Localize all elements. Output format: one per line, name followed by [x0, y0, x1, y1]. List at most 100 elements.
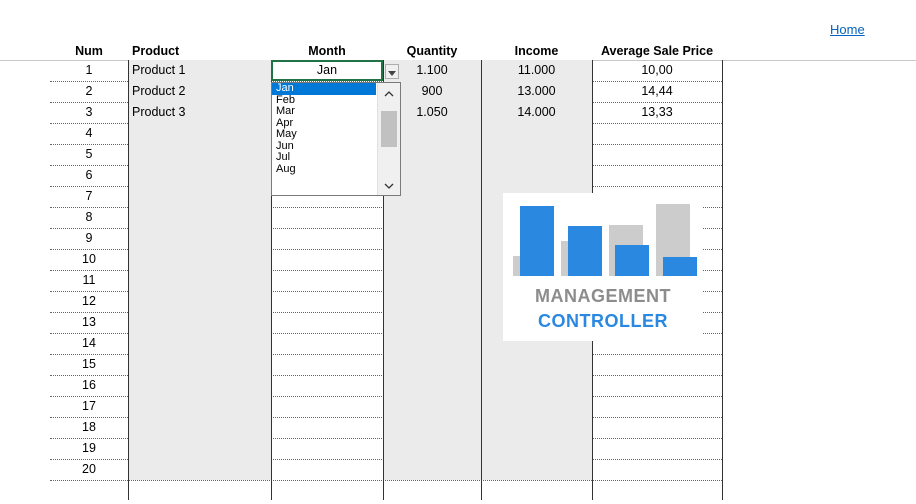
income-cell[interactable]: 14.000: [481, 102, 592, 123]
avg-price-cell: [592, 459, 722, 480]
product-cell[interactable]: [128, 312, 271, 333]
product-cell[interactable]: [128, 123, 271, 144]
income-cell[interactable]: [481, 417, 592, 438]
row-num: 9: [85, 231, 93, 245]
month-cell[interactable]: [271, 417, 383, 438]
table-row: 20: [50, 459, 722, 481]
income-cell[interactable]: [481, 375, 592, 396]
quantity-cell[interactable]: [383, 207, 481, 228]
month-cell[interactable]: [271, 396, 383, 417]
product-cell[interactable]: [128, 165, 271, 186]
quantity-cell[interactable]: [383, 144, 481, 165]
month-cell[interactable]: [271, 228, 383, 249]
product-cell[interactable]: [128, 375, 271, 396]
dropdown-scrollbar[interactable]: [377, 83, 400, 195]
quantity-cell[interactable]: [383, 186, 481, 207]
row-num: 10: [82, 252, 96, 266]
scroll-down-button[interactable]: [378, 177, 400, 193]
avg-price-cell: [592, 123, 722, 144]
product-cell[interactable]: Product 3: [128, 102, 271, 123]
dropdown-option[interactable]: Jun: [276, 139, 294, 152]
product-cell[interactable]: Product 2: [128, 81, 271, 102]
management-controller-logo: MANAGEMENT CONTROLLER: [503, 193, 703, 341]
month-dropdown-button[interactable]: [385, 64, 399, 79]
row-num: 16: [82, 378, 96, 392]
income-cell[interactable]: [481, 396, 592, 417]
quantity-cell[interactable]: [383, 459, 481, 480]
product-cell[interactable]: [128, 354, 271, 375]
quantity-cell[interactable]: [383, 165, 481, 186]
product-cell[interactable]: [128, 270, 271, 291]
product-cell[interactable]: [128, 396, 271, 417]
scrollbar-thumb[interactable]: [381, 111, 397, 147]
month-cell-active[interactable]: Jan: [271, 60, 383, 81]
row-num: 5: [85, 147, 93, 161]
month-cell[interactable]: [271, 438, 383, 459]
month-cell[interactable]: [271, 333, 383, 354]
avg-price-cell: 14,44: [641, 84, 673, 98]
income-cell[interactable]: 13.000: [481, 81, 592, 102]
product-cell[interactable]: [128, 291, 271, 312]
logo-text-controller: CONTROLLER: [538, 311, 668, 331]
product-cell[interactable]: [128, 144, 271, 165]
dropdown-option[interactable]: Jul: [276, 151, 291, 163]
quantity-cell[interactable]: [383, 270, 481, 291]
month-cell[interactable]: [271, 459, 383, 480]
month-cell[interactable]: [271, 312, 383, 333]
row-num: 12: [82, 294, 96, 308]
product-cell[interactable]: [128, 333, 271, 354]
quantity-cell[interactable]: [383, 123, 481, 144]
income-cell[interactable]: [481, 354, 592, 375]
dropdown-option[interactable]: Feb: [276, 93, 295, 106]
product-cell[interactable]: [128, 186, 271, 207]
month-cell[interactable]: [271, 291, 383, 312]
income-cell[interactable]: [481, 165, 592, 186]
quantity-cell[interactable]: 900: [383, 81, 481, 102]
month-cell[interactable]: [271, 354, 383, 375]
quantity-cell[interactable]: [383, 417, 481, 438]
quantity-cell[interactable]: [383, 438, 481, 459]
quantity-cell[interactable]: [383, 354, 481, 375]
month-dropdown-list[interactable]: Jan Feb Mar Apr May Jun Jul Aug: [271, 82, 401, 196]
quantity-cell[interactable]: [383, 333, 481, 354]
quantity-cell[interactable]: [383, 249, 481, 270]
product-cell[interactable]: [128, 207, 271, 228]
product-cell[interactable]: [128, 438, 271, 459]
quantity-cell[interactable]: [383, 396, 481, 417]
header-avg-price: Average Sale Price: [600, 44, 714, 58]
row-num: 7: [85, 189, 93, 203]
scroll-up-button[interactable]: [378, 85, 400, 101]
table-row: 19: [50, 438, 722, 460]
product-cell[interactable]: Product 1: [128, 60, 271, 81]
month-cell[interactable]: [271, 249, 383, 270]
logo-bar: [520, 206, 554, 276]
month-cell[interactable]: [271, 207, 383, 228]
income-cell[interactable]: [481, 144, 592, 165]
dropdown-option[interactable]: Mar: [276, 105, 295, 117]
quantity-cell[interactable]: [383, 312, 481, 333]
product-cell[interactable]: [128, 459, 271, 480]
dropdown-option[interactable]: Jan: [272, 83, 376, 95]
dropdown-option[interactable]: Apr: [276, 116, 294, 129]
quantity-cell[interactable]: 1.100: [383, 60, 481, 81]
quantity-cell[interactable]: [383, 375, 481, 396]
dropdown-option[interactable]: May: [276, 128, 297, 140]
product-cell[interactable]: [128, 417, 271, 438]
income-cell[interactable]: [481, 459, 592, 480]
income-cell[interactable]: [481, 438, 592, 459]
home-link[interactable]: Home: [830, 22, 865, 37]
table-row: 17: [50, 396, 722, 418]
column-divider: [481, 60, 482, 500]
product-cell[interactable]: [128, 228, 271, 249]
income-cell[interactable]: [481, 123, 592, 144]
quantity-cell[interactable]: [383, 291, 481, 312]
dropdown-option[interactable]: Aug: [276, 162, 296, 175]
month-cell[interactable]: [271, 375, 383, 396]
quantity-cell[interactable]: [383, 228, 481, 249]
product-cell[interactable]: [128, 249, 271, 270]
month-cell[interactable]: [271, 270, 383, 291]
row-num: 6: [85, 168, 93, 182]
income-cell[interactable]: 11.000: [481, 60, 592, 81]
quantity-cell[interactable]: 1.050: [383, 102, 481, 123]
chevron-down-icon: [388, 65, 396, 79]
